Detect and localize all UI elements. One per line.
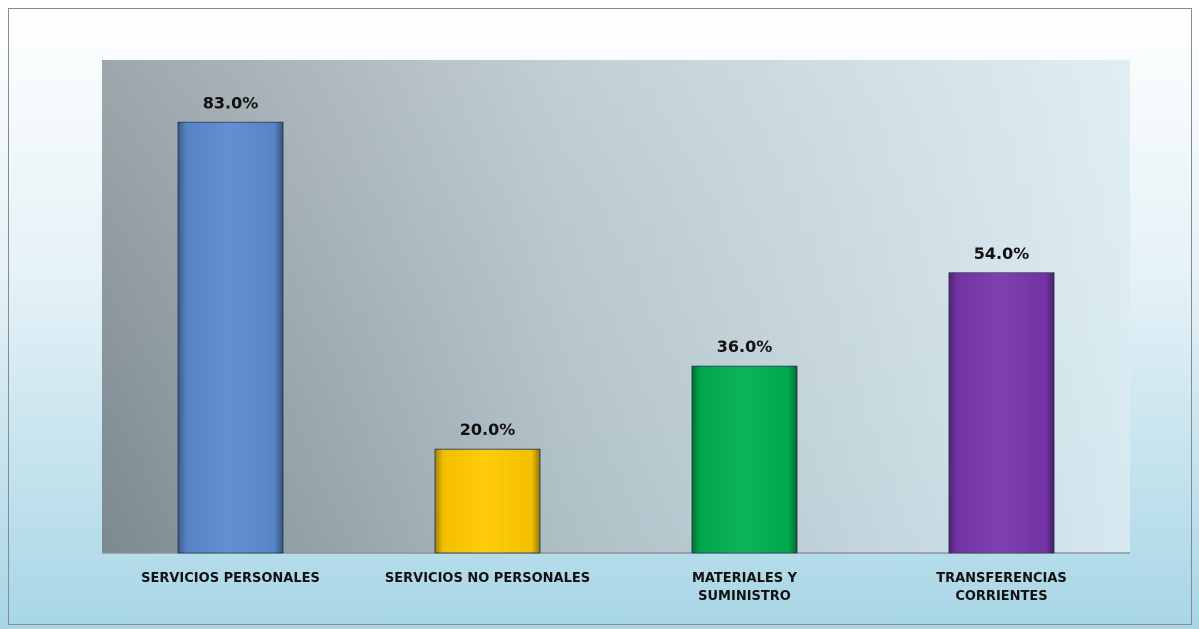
x-tick-label: SERVICIOS NO PERSONALES <box>384 571 591 586</box>
value-label: 20.0% <box>460 420 516 439</box>
bar-shade <box>178 122 283 553</box>
value-label: 54.0% <box>974 244 1030 263</box>
x-tick-label: MATERIALES Y SUMINISTRO <box>691 571 798 604</box>
value-label: 36.0% <box>717 337 773 356</box>
frame <box>8 8 1192 625</box>
x-tick-label: TRANSFERENCIAS CORRIENTES <box>936 571 1067 604</box>
value-label: 83.0% <box>203 93 259 112</box>
bar-shade <box>692 366 797 553</box>
x-tick-label: SERVICIOS PERSONALES <box>141 571 320 586</box>
bar-shade <box>435 449 540 553</box>
bar-shade <box>949 272 1054 553</box>
